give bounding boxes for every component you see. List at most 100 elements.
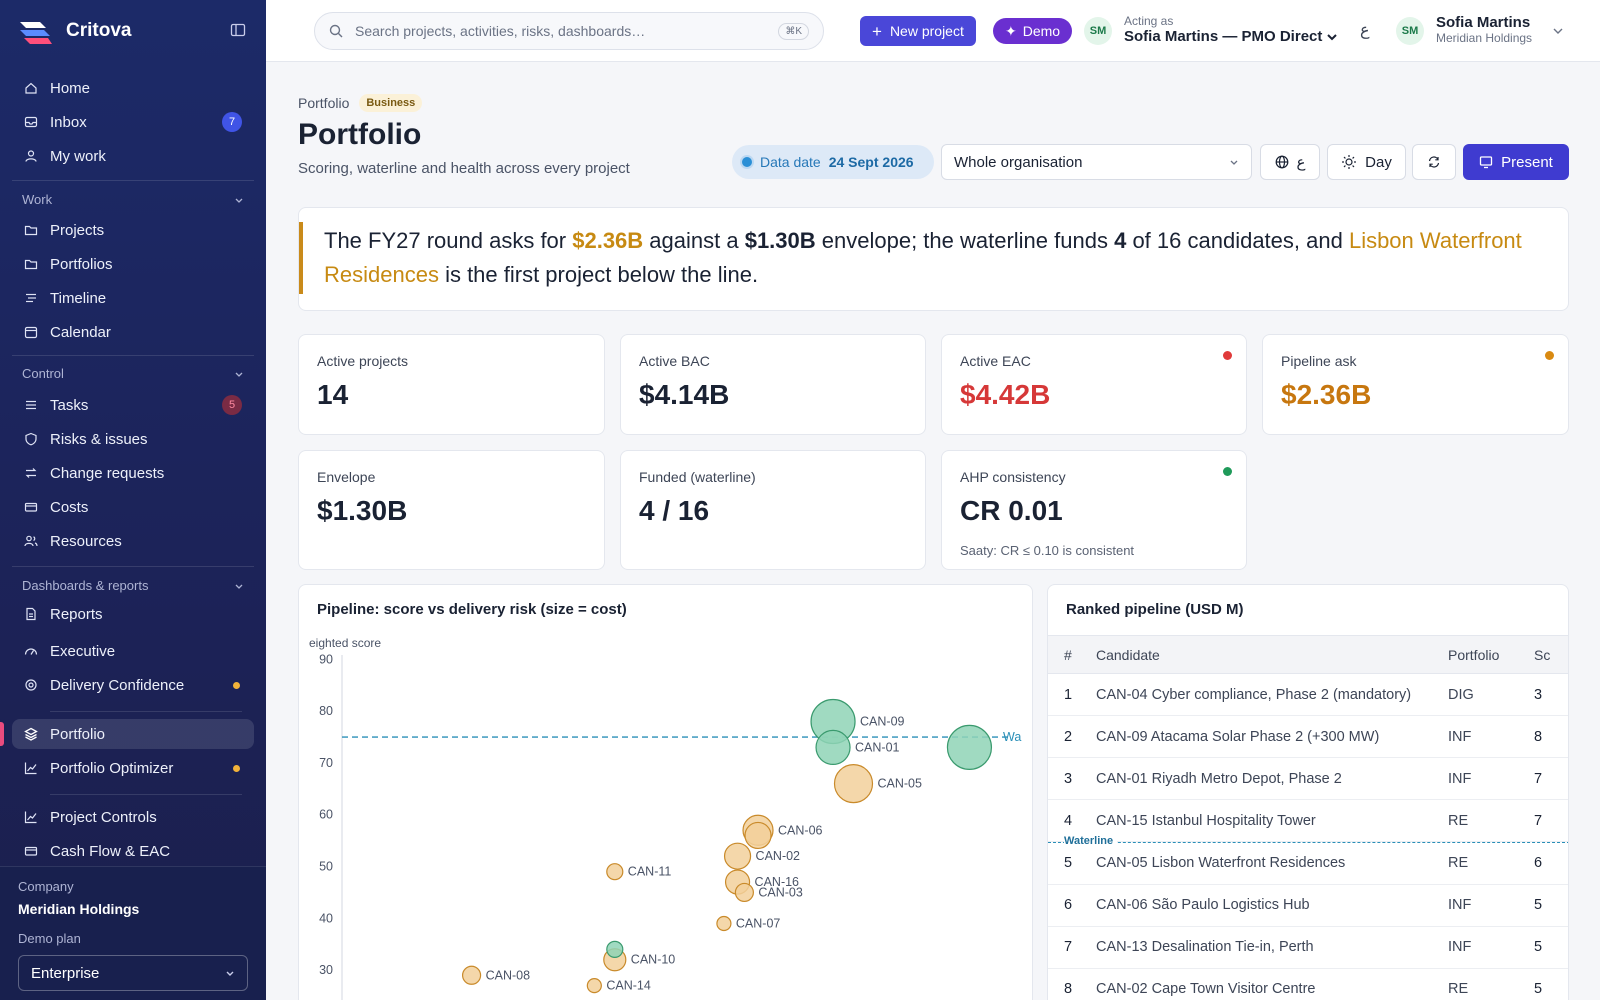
- kpi-card-active-projects[interactable]: Active projects 14: [298, 334, 605, 435]
- kpi-card-ahp-consistency[interactable]: AHP consistency CR 0.01 Saaty: CR ≤ 0.10…: [941, 450, 1247, 570]
- brand[interactable]: Critova: [18, 14, 131, 48]
- user-avatar[interactable]: SM: [1396, 17, 1424, 45]
- data-point: [586, 978, 602, 994]
- breadcrumb-portfolio[interactable]: Portfolio: [298, 95, 350, 111]
- sidebar-item-my-work[interactable]: My work: [12, 141, 254, 171]
- sidebar-item-timeline[interactable]: Timeline: [12, 283, 254, 313]
- sidebar-item-portfolio-optimizer[interactable]: Portfolio Optimizer: [12, 753, 254, 783]
- swap-icon: [25, 468, 37, 478]
- sidebar-item-resources[interactable]: Resources: [12, 526, 254, 556]
- table-row[interactable]: 4 CAN-15 Istanbul Hospitality Tower RE 7: [1048, 799, 1568, 842]
- table-row[interactable]: 5 CAN-05 Lisbon Waterfront Residences RE…: [1048, 842, 1568, 885]
- sidebar-section-header[interactable]: Dashboards & reports: [22, 578, 244, 593]
- kpi-label: Active EAC: [960, 353, 1031, 369]
- sidebar-section-header[interactable]: Control: [22, 366, 244, 381]
- plan-select[interactable]: Enterprise: [18, 955, 248, 991]
- kpi-value: $4.14B: [639, 379, 730, 410]
- kpi-card-active-eac[interactable]: Active EAC $4.42B: [941, 334, 1247, 435]
- data-point: [815, 729, 851, 766]
- present-button[interactable]: Present: [1463, 144, 1569, 180]
- sidebar-item-executive[interactable]: Executive: [12, 636, 254, 666]
- scope-select[interactable]: Whole organisation: [941, 144, 1252, 180]
- data-point: [734, 882, 754, 903]
- point-label: CAN-06: [778, 823, 823, 837]
- section-title: Work: [22, 192, 53, 207]
- sidebar-item-portfolio[interactable]: Portfolio: [12, 719, 254, 749]
- headline-project[interactable]: Lisbon Waterfront Residences: [324, 228, 1522, 287]
- sparkle-icon: ✦: [1005, 22, 1017, 39]
- kpi-label: Pipeline ask: [1281, 353, 1357, 369]
- chevron-down-icon[interactable]: [1552, 25, 1564, 37]
- theme-button[interactable]: Day: [1327, 144, 1406, 180]
- user-name[interactable]: Sofia Martins: [1436, 14, 1531, 31]
- collapse-sidebar-icon[interactable]: [230, 22, 246, 38]
- sidebar-item-tasks[interactable]: Tasks 5: [12, 390, 254, 420]
- sidebar-item-projects[interactable]: Projects: [12, 215, 254, 245]
- kpi-card-envelope[interactable]: Envelope $1.30B: [298, 450, 605, 570]
- sidebar-section-header[interactable]: Work: [22, 192, 244, 207]
- data-point: [744, 821, 772, 850]
- sidebar-item-label: Portfolios: [50, 255, 113, 273]
- portfolio-cell: DIG: [1448, 673, 1534, 716]
- data-date-chip[interactable]: Data date 24 Sept 2026: [732, 145, 934, 179]
- kpi-card-active-bac[interactable]: Active BAC $4.14B: [620, 334, 926, 435]
- candidate-cell: CAN-09 Atacama Solar Phase 2 (+300 MW): [1096, 715, 1448, 758]
- waterline-chart-label: Wa: [1003, 730, 1021, 744]
- table-row[interactable]: 7 CAN-13 Desalination Tie-in, Perth INF …: [1048, 926, 1568, 969]
- kpi-status-dot: [1545, 351, 1554, 360]
- candidate-cell: CAN-15 Istanbul Hospitality Tower: [1096, 799, 1448, 842]
- home-icon: [25, 82, 37, 94]
- ranked-panel-title: Ranked pipeline (USD M): [1066, 601, 1244, 618]
- candidate-cell: CAN-04 Cyber compliance, Phase 2 (mandat…: [1096, 673, 1448, 716]
- page-title: Portfolio: [298, 118, 422, 151]
- demo-button[interactable]: ✦ Demo: [993, 18, 1073, 44]
- sidebar-item-cash-flow-eac[interactable]: Cash Flow & EAC: [12, 836, 254, 866]
- ranked-pipeline-panel: Ranked pipeline (USD M) # Candidate Portfo…: [1047, 584, 1569, 1000]
- sidebar-item-portfolios[interactable]: Portfolios: [12, 249, 254, 279]
- candidate-cell: CAN-06 São Paulo Logistics Hub: [1096, 884, 1448, 927]
- table-row[interactable]: 8 CAN-02 Cape Town Visitor Centre RE 5: [1048, 968, 1568, 1000]
- data-point: [606, 940, 624, 958]
- language-button[interactable]: ع: [1260, 144, 1320, 180]
- ranked-table: # Candidate Portfolio Sc 1 CAN-04 Cyber com…: [1048, 635, 1568, 1000]
- column-header[interactable]: #: [1048, 635, 1096, 674]
- table-row[interactable]: 1 CAN-04 Cyber compliance, Phase 2 (mand…: [1048, 673, 1568, 716]
- sidebar-item-change-requests[interactable]: Change requests: [12, 458, 254, 488]
- acting-as-label: Acting as: [1124, 14, 1174, 28]
- sidebar-item-home[interactable]: Home: [12, 73, 254, 103]
- column-header[interactable]: Portfolio: [1448, 635, 1534, 674]
- acting-as-select[interactable]: Sofia Martins — PMO Direct: [1124, 28, 1338, 45]
- sidebar-item-project-controls[interactable]: Project Controls: [12, 802, 254, 832]
- sidebar-item-calendar[interactable]: Calendar: [12, 317, 254, 347]
- sidebar-item-risks-issues[interactable]: Risks & issues: [12, 424, 254, 454]
- sidebar-divider: [50, 794, 242, 795]
- refresh-button[interactable]: [1412, 144, 1456, 180]
- column-header[interactable]: Candidate: [1096, 635, 1448, 674]
- table-row[interactable]: 2 CAN-09 Atacama Solar Phase 2 (+300 MW)…: [1048, 715, 1568, 758]
- score-cell: 7: [1534, 757, 1568, 800]
- candidate-cell: CAN-02 Cape Town Visitor Centre: [1096, 968, 1448, 1000]
- section-title: Control: [22, 366, 64, 381]
- pipeline-chart-panel: Pipeline: score vs delivery risk (size =…: [298, 584, 1033, 1000]
- point-label: CAN-02: [756, 849, 801, 863]
- column-header[interactable]: Sc: [1534, 635, 1568, 674]
- kpi-card-pipeline-ask[interactable]: Pipeline ask $2.36B: [1262, 334, 1569, 435]
- search-input[interactable]: Search projects, activities, risks, dash…: [314, 12, 824, 50]
- sidebar-item-inbox[interactable]: Inbox 7: [12, 107, 254, 137]
- table-row[interactable]: 6 CAN-06 São Paulo Logistics Hub INF 5: [1048, 884, 1568, 927]
- language-toggle[interactable]: ع: [1360, 22, 1370, 39]
- sidebar-item-costs[interactable]: Costs: [12, 492, 254, 522]
- refresh-icon: [1428, 156, 1440, 168]
- pipeline-scatter-chart[interactable]: eighted score 30 40 50 60 70 80 90 CAN-09 CAN-01 C…: [299, 585, 1033, 1000]
- new-project-button[interactable]: + New project: [860, 16, 976, 46]
- table-row[interactable]: 3 CAN-01 Riyadh Metro Depot, Phase 2 INF…: [1048, 757, 1568, 800]
- score-cell: 6: [1534, 842, 1568, 885]
- kpi-card-funded-waterline[interactable]: Funded (waterline) 4 / 16: [620, 450, 926, 570]
- sidebar-item-delivery-confidence[interactable]: Delivery Confidence: [12, 670, 254, 700]
- headline-envelope: $1.30B: [744, 228, 816, 253]
- chart-panel-title: Pipeline: score vs delivery risk (size =…: [317, 601, 627, 618]
- sidebar-divider: [50, 711, 242, 712]
- sidebar-item-label: Project Controls: [50, 808, 157, 826]
- sidebar-item-reports[interactable]: Reports: [12, 599, 254, 629]
- point-label: CAN-10: [631, 953, 676, 967]
